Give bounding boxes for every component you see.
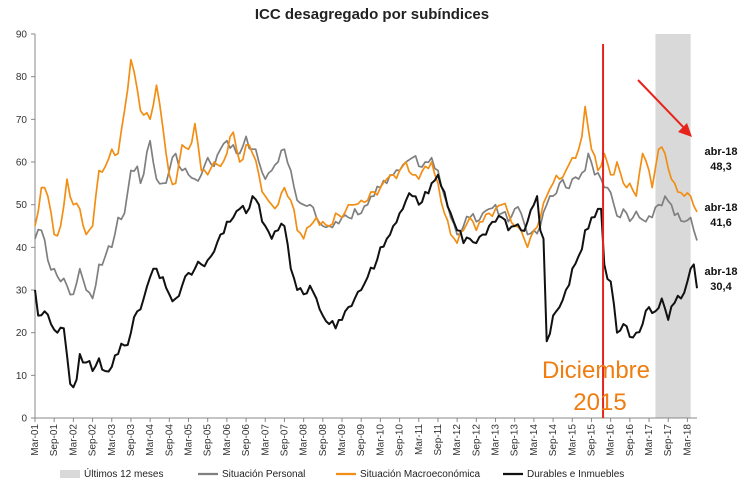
legend-label: Situación Personal (222, 469, 305, 480)
x-tick-label: Sep-14 (548, 424, 559, 457)
end-label-date: abr-18 (704, 146, 737, 158)
legend-label: Últimos 12 meses (84, 467, 163, 480)
x-tick-label: Sep-06 (241, 424, 252, 457)
y-tick-label: 0 (21, 414, 27, 425)
y-tick-label: 60 (16, 158, 28, 169)
x-tick-label: Mar-12 (452, 424, 463, 456)
x-tick-label: Mar-03 (107, 424, 118, 456)
x-tick-label: Sep-04 (164, 424, 175, 457)
x-tick-label: Sep-01 (49, 424, 60, 457)
x-tick-label: Mar-08 (299, 424, 310, 456)
y-tick-label: 20 (16, 328, 28, 339)
end-label-value: 30,4 (710, 281, 732, 293)
x-tick-label: Mar-13 (491, 424, 502, 456)
x-tick-label: Mar-02 (68, 424, 79, 456)
x-tick-label: Sep-08 (318, 424, 329, 457)
x-tick-label: Sep-02 (88, 424, 99, 457)
x-tick-label: Mar-18 (682, 424, 693, 456)
x-tick-label: Sep-13 (510, 424, 521, 457)
end-label-value: 41,6 (710, 217, 731, 229)
end-label-value: 48,3 (710, 161, 731, 173)
x-tick-label: Mar-01 (30, 424, 41, 456)
legend-label: Durables e Inmuebles (527, 469, 624, 480)
x-tick-label: Mar-07 (260, 424, 271, 456)
x-tick-label: Mar-10 (375, 424, 386, 456)
trend-arrow-shaft (637, 79, 689, 133)
x-tick-label: Sep-17 (663, 424, 674, 457)
end-label-date: abr-18 (704, 202, 737, 214)
x-tick-label: Mar-15 (567, 424, 578, 456)
y-tick-label: 10 (16, 371, 28, 382)
chart-title: ICC desagregado por subíndices (255, 6, 489, 23)
legend-label: Situación Macroeconómica (360, 469, 480, 480)
x-tick-label: Mar-17 (644, 424, 655, 456)
x-tick-label: Sep-09 (356, 424, 367, 457)
y-tick-label: 80 (16, 72, 28, 83)
x-tick-label: Mar-11 (414, 424, 425, 455)
x-tick-label: Mar-06 (222, 424, 233, 456)
series-durables-inmuebles (34, 173, 698, 389)
x-tick-label: Sep-07 (279, 424, 290, 457)
y-tick-label: 40 (16, 243, 28, 254)
x-tick-label: Sep-11 (433, 424, 444, 456)
annotation-text-line1: Diciembre (542, 357, 650, 384)
x-tick-label: Sep-12 (471, 424, 482, 457)
y-tick-label: 30 (16, 286, 28, 297)
x-tick-label: Sep-15 (586, 424, 597, 457)
x-tick-label: Mar-09 (337, 424, 348, 456)
series-situacion-macroeconomica (34, 58, 698, 249)
x-tick-label: Mar-16 (606, 424, 617, 456)
y-tick-label: 50 (16, 200, 28, 211)
y-tick-label: 70 (16, 115, 28, 126)
y-tick-label: 90 (16, 30, 28, 41)
x-tick-label: Mar-04 (145, 424, 156, 456)
end-label-date: abr-18 (704, 266, 737, 278)
x-tick-label: Mar-14 (529, 424, 540, 456)
shaded-period (655, 34, 691, 418)
series-situacion-personal (34, 135, 698, 300)
trend-arrow-head (678, 123, 692, 137)
legend-swatch (60, 470, 80, 478)
x-tick-label: Mar-05 (184, 424, 195, 456)
x-tick-label: Sep-10 (395, 424, 406, 457)
x-tick-label: Sep-16 (625, 424, 636, 457)
annotation-text-line2: 2015 (573, 389, 626, 416)
x-tick-label: Sep-05 (203, 424, 214, 457)
x-tick-label: Sep-03 (126, 424, 137, 457)
